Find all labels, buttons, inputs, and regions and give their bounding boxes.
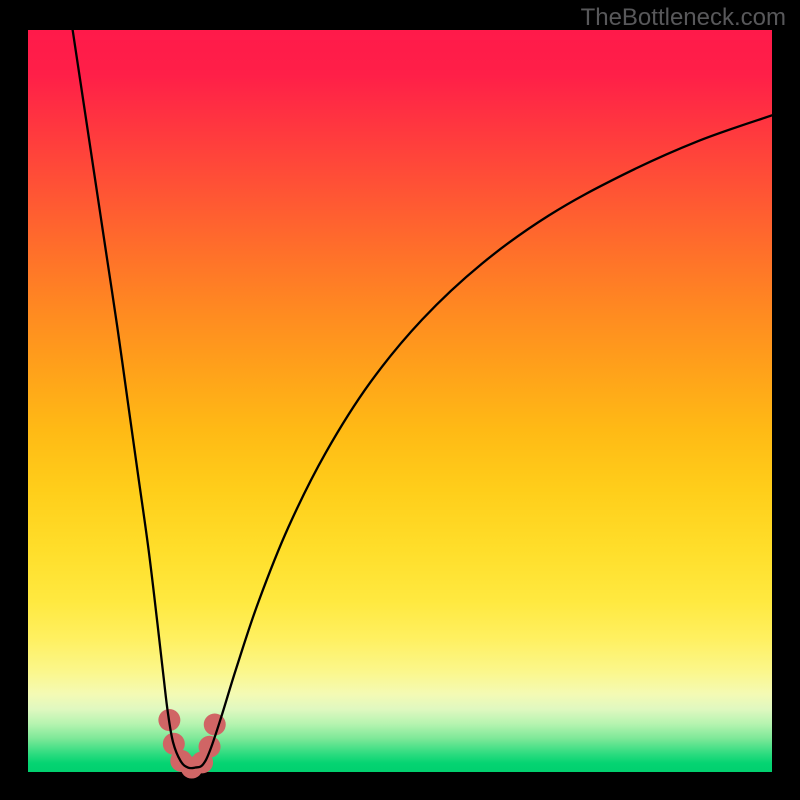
bottleneck-curve-chart [28, 30, 772, 772]
watermark-text: TheBottleneck.com [581, 4, 786, 32]
chart-frame [28, 30, 772, 772]
bottleneck-curve [73, 30, 772, 768]
